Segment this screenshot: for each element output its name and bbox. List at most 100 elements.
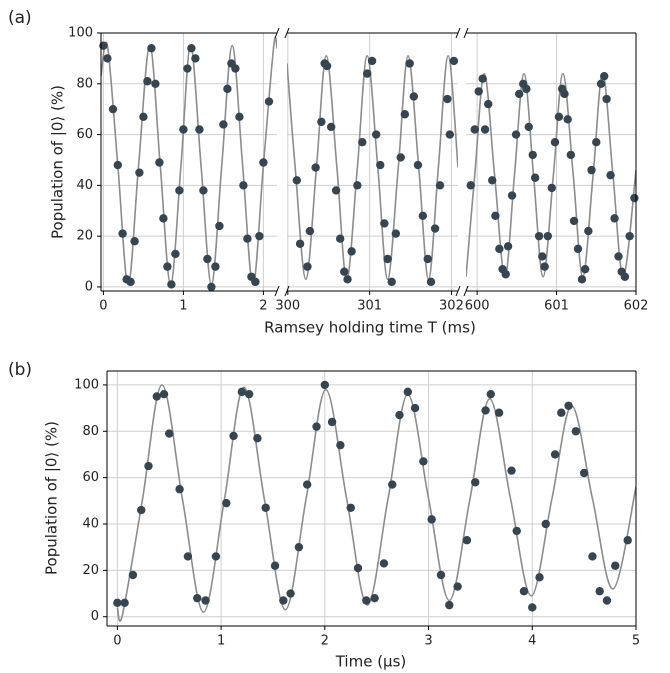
data-point bbox=[453, 582, 462, 591]
data-point bbox=[358, 137, 367, 147]
fit-curve bbox=[101, 37, 277, 286]
y-axis-label: Population of |0⟩ (%) bbox=[43, 421, 61, 575]
data-point bbox=[343, 275, 352, 284]
data-point bbox=[370, 593, 379, 603]
data-point bbox=[495, 244, 504, 254]
data-point bbox=[199, 186, 208, 195]
data-point bbox=[270, 561, 280, 570]
data-point bbox=[103, 54, 112, 63]
data-point bbox=[159, 214, 168, 223]
data-point bbox=[614, 252, 623, 261]
data-point bbox=[571, 427, 581, 436]
data-point bbox=[251, 277, 260, 287]
data-point bbox=[120, 598, 129, 608]
data-point bbox=[171, 249, 180, 259]
data-point bbox=[201, 596, 210, 605]
data-point bbox=[630, 193, 639, 203]
data-point bbox=[470, 125, 479, 134]
axis-break bbox=[274, 285, 280, 297]
data-point bbox=[193, 593, 202, 603]
x-axis-label: Ramsey holding time T (ms) bbox=[264, 319, 476, 337]
data-point bbox=[222, 498, 231, 508]
data-point bbox=[108, 104, 118, 114]
data-point bbox=[569, 216, 579, 226]
data-point bbox=[602, 94, 611, 104]
y-tick-label: 100 bbox=[68, 26, 93, 41]
y-tick-label: 60 bbox=[76, 127, 93, 142]
x-axis-label: Time (μs) bbox=[335, 653, 407, 671]
panel: (b)Population of |0⟩ (%)Time (μs)0204060… bbox=[8, 360, 640, 671]
data-point bbox=[522, 84, 531, 94]
x-tick-label: 601 bbox=[544, 299, 569, 314]
data-point bbox=[584, 226, 593, 236]
data-point bbox=[550, 137, 560, 147]
data-point bbox=[535, 573, 544, 582]
x-tick-label: 1 bbox=[179, 299, 187, 314]
data-point bbox=[443, 94, 452, 104]
data-point bbox=[625, 231, 634, 241]
data-point bbox=[488, 176, 497, 185]
data-point bbox=[380, 219, 389, 228]
data-point bbox=[152, 392, 161, 401]
data-point bbox=[573, 244, 583, 254]
x-tick-label: 302 bbox=[439, 299, 464, 314]
data-point bbox=[143, 77, 152, 86]
data-point bbox=[494, 408, 504, 417]
data-point bbox=[560, 89, 569, 99]
data-point bbox=[543, 231, 553, 241]
data-point bbox=[211, 262, 220, 271]
x-tick-label: 1 bbox=[217, 634, 225, 649]
x-tick-label: 5 bbox=[632, 634, 640, 649]
panel-label: (a) bbox=[8, 8, 32, 28]
data-point bbox=[371, 130, 381, 139]
y-tick-label: 80 bbox=[82, 424, 99, 439]
data-point bbox=[611, 561, 620, 570]
data-point bbox=[620, 272, 630, 281]
axis-break bbox=[284, 27, 290, 39]
y-tick-label: 60 bbox=[82, 470, 99, 485]
data-point bbox=[362, 596, 371, 605]
data-point bbox=[449, 56, 459, 66]
data-point bbox=[478, 74, 487, 83]
data-point bbox=[327, 417, 337, 427]
data-point bbox=[426, 277, 436, 287]
data-point bbox=[602, 596, 612, 605]
data-point bbox=[395, 410, 404, 420]
data-point bbox=[118, 229, 127, 238]
data-point bbox=[253, 434, 262, 443]
data-point bbox=[331, 186, 341, 195]
data-point bbox=[547, 183, 556, 193]
data-point bbox=[347, 247, 356, 256]
data-point bbox=[405, 59, 414, 68]
data-point bbox=[471, 478, 480, 487]
data-point bbox=[596, 79, 606, 88]
data-point bbox=[550, 450, 560, 459]
y-tick-label: 40 bbox=[82, 517, 99, 532]
data-point bbox=[566, 150, 576, 160]
data-point bbox=[135, 168, 144, 177]
fit-curve bbox=[287, 55, 458, 281]
data-point bbox=[383, 254, 392, 264]
data-point bbox=[592, 137, 601, 147]
data-point bbox=[311, 163, 320, 172]
data-point bbox=[515, 89, 524, 99]
data-point bbox=[519, 587, 529, 596]
x-tick-label: 3 bbox=[424, 634, 432, 649]
data-point bbox=[335, 234, 345, 243]
data-point bbox=[126, 277, 135, 287]
y-tick-label: 80 bbox=[76, 76, 93, 91]
data-point bbox=[215, 221, 224, 231]
data-point bbox=[294, 542, 304, 552]
data-point bbox=[486, 389, 495, 399]
data-point bbox=[419, 457, 428, 466]
data-point bbox=[113, 160, 123, 170]
data-point bbox=[430, 224, 440, 233]
data-point bbox=[418, 211, 428, 221]
data-point bbox=[244, 389, 254, 399]
data-point bbox=[353, 563, 363, 573]
data-point bbox=[243, 234, 252, 243]
data-point bbox=[466, 181, 475, 190]
data-point bbox=[484, 99, 493, 109]
data-point bbox=[340, 267, 349, 276]
data-point bbox=[528, 150, 537, 160]
